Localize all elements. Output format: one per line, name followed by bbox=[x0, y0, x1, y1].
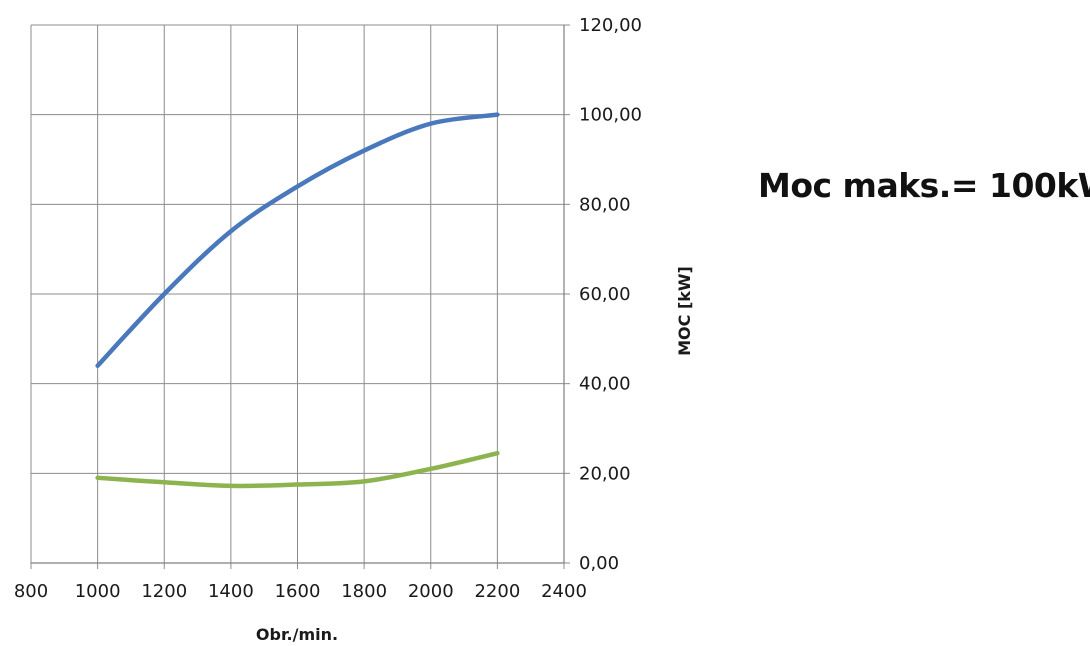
max-power-annotation: Moc maks.= 100kW bbox=[758, 166, 1090, 205]
x-tick-label: 1200 bbox=[141, 581, 187, 602]
x-tick-label: 2400 bbox=[541, 581, 587, 602]
x-tick-label: 1400 bbox=[208, 581, 254, 602]
y-tick-label: 100,00 bbox=[579, 105, 642, 126]
x-tick-labels: 800 1000 1200 1400 1600 1800 2000 2200 2400 bbox=[14, 581, 587, 602]
x-tick-label: 1000 bbox=[75, 581, 121, 602]
series-lines bbox=[95, 112, 500, 489]
x-tick-label: 2200 bbox=[474, 581, 520, 602]
y-tick-label: 20,00 bbox=[579, 463, 631, 484]
x-tick-label: 1800 bbox=[341, 581, 387, 602]
grid-lines bbox=[30, 24, 565, 564]
y-tick-label: 80,00 bbox=[579, 194, 631, 215]
y-axis-label: MOC [kW] bbox=[675, 266, 694, 356]
y-tick-label: 60,00 bbox=[579, 284, 631, 305]
x-tick-label: 1600 bbox=[275, 581, 321, 602]
series-line-2 bbox=[95, 450, 500, 489]
series-line-1 bbox=[95, 112, 500, 368]
x-axis-label: Obr./min. bbox=[256, 625, 338, 644]
x-tick-label: 800 bbox=[14, 581, 48, 602]
axes bbox=[30, 24, 570, 569]
y-tick-label: 0,00 bbox=[579, 553, 619, 574]
y-tick-label: 40,00 bbox=[579, 374, 631, 395]
x-tick-label: 2000 bbox=[408, 581, 454, 602]
y-tick-label: 120,00 bbox=[579, 15, 642, 36]
y-tick-labels: 0,00 20,00 40,00 60,00 80,00 100,00 120,00 bbox=[579, 15, 642, 574]
